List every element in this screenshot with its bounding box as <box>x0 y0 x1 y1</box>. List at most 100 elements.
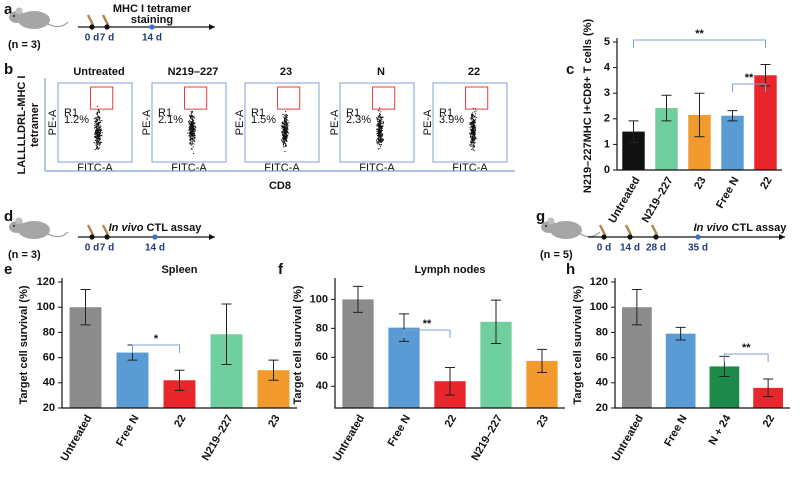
flow-event <box>287 132 289 135</box>
y-tick-label: 4 <box>604 62 611 74</box>
flow-event <box>470 123 472 125</box>
flow-event <box>190 131 193 134</box>
flow-event <box>381 126 383 128</box>
sample-size: (n = 3) <box>8 39 41 51</box>
day-label: 0 d <box>597 243 611 254</box>
flow-event <box>96 127 98 129</box>
flow-event <box>472 125 474 127</box>
flow-event <box>380 119 382 121</box>
flow-event <box>191 132 193 134</box>
flow-event <box>95 125 97 127</box>
flow-event <box>377 141 379 143</box>
timeline-arrow <box>209 24 215 30</box>
error-bar <box>763 378 774 398</box>
error-bar <box>631 289 642 326</box>
flow-event <box>284 114 286 116</box>
flow-event <box>474 138 476 140</box>
flow-event <box>471 116 473 118</box>
flow-event <box>188 129 190 131</box>
flow-event <box>191 141 193 143</box>
flow-event <box>187 132 189 134</box>
y-tick-label: 3 <box>604 87 610 99</box>
flow-event <box>471 118 473 120</box>
y-tick-label: 60 <box>316 351 328 363</box>
flow-event <box>474 142 476 144</box>
error-bar <box>694 92 705 138</box>
flow-event <box>475 137 477 139</box>
flow-event <box>378 142 380 144</box>
flow-event <box>474 136 476 138</box>
y-tick-label: 100 <box>37 301 55 313</box>
flow-event <box>97 140 99 142</box>
flow-event <box>380 130 383 132</box>
flow-event <box>99 132 101 134</box>
flow-event <box>99 128 101 130</box>
flow-event <box>191 142 193 144</box>
assay-label: staining <box>131 14 173 26</box>
flow-event <box>377 123 379 125</box>
flow-event <box>99 133 101 136</box>
flow-plot <box>151 82 227 163</box>
sample-size: (n = 3) <box>8 249 41 261</box>
flow-event <box>190 115 192 117</box>
flow-event <box>192 117 194 119</box>
flow-event <box>285 118 287 120</box>
day-label: 0 d <box>85 33 99 44</box>
flow-event <box>286 114 288 117</box>
flow-event <box>95 139 97 141</box>
flow-event <box>379 136 381 138</box>
flow-event <box>470 142 472 144</box>
y-tick-label: 100 <box>590 301 608 313</box>
flow-event <box>381 141 383 143</box>
y-axis-label: Target cell survival (%) <box>572 285 584 404</box>
flow-event <box>471 137 473 139</box>
flow-event <box>470 122 472 124</box>
flow-event <box>98 118 100 120</box>
flow-event <box>471 115 473 117</box>
flow-event <box>379 107 381 109</box>
error-bar <box>268 359 279 381</box>
flow-event <box>282 137 284 139</box>
bar <box>342 299 374 408</box>
flow-event <box>281 139 283 141</box>
flow-event <box>193 134 195 137</box>
flow-event <box>471 121 473 123</box>
flow-event <box>471 131 473 133</box>
day-label: 0 d <box>85 243 99 254</box>
flow-event <box>194 137 196 139</box>
significance-bracket <box>732 83 766 92</box>
flow-event <box>191 134 193 136</box>
flow-event <box>99 130 101 132</box>
mouse-body <box>550 221 582 239</box>
flow-event <box>469 144 471 146</box>
flow-event <box>469 122 471 124</box>
flow-event <box>94 123 96 125</box>
flow-event <box>190 138 192 140</box>
flow-event <box>379 117 381 119</box>
axis <box>614 278 790 409</box>
panel-letter: f <box>278 261 284 278</box>
flow-event <box>191 137 194 139</box>
flow-event <box>378 132 380 134</box>
flow-event <box>99 135 101 137</box>
flow-event <box>284 121 286 123</box>
flow-event <box>283 134 285 136</box>
flow-event <box>96 123 98 125</box>
flow-event <box>285 122 287 124</box>
flow-event <box>379 125 381 127</box>
flow-event <box>96 126 98 128</box>
flow-event <box>193 119 195 122</box>
flow-event <box>471 114 473 116</box>
flow-event <box>284 142 287 144</box>
syringe <box>624 224 633 236</box>
flow-event <box>381 137 383 139</box>
flow-event <box>95 118 97 120</box>
flow-event <box>469 123 471 125</box>
flow-event <box>192 130 194 132</box>
flow-event <box>377 137 379 139</box>
flow-event <box>284 133 286 135</box>
flow-event <box>189 142 192 144</box>
flow-event <box>471 148 473 150</box>
flow-event <box>379 116 381 118</box>
flow-event <box>99 132 101 134</box>
